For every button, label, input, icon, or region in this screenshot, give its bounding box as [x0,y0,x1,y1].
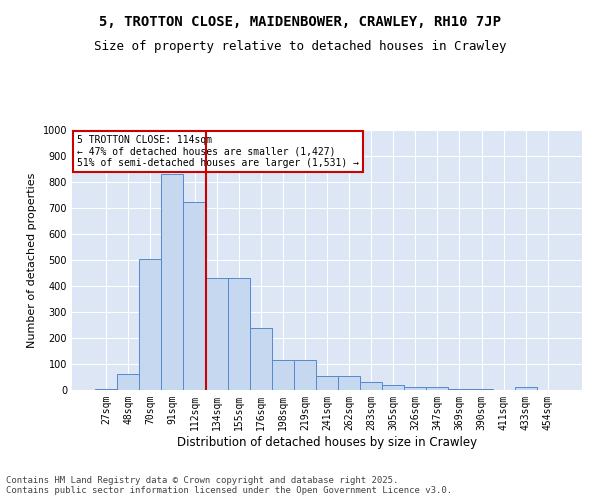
Bar [184,202,206,390]
Bar [448,388,470,390]
Text: Contains HM Land Registry data © Crown copyright and database right 2025.
Contai: Contains HM Land Registry data © Crown c… [6,476,452,495]
Bar [427,388,448,390]
Bar [338,376,360,390]
Bar [139,258,161,390]
Bar [360,382,382,390]
Bar [470,388,493,390]
Bar [272,360,294,390]
X-axis label: Distribution of detached houses by size in Crawley: Distribution of detached houses by size … [177,436,477,448]
Bar [316,376,338,390]
Text: Size of property relative to detached houses in Crawley: Size of property relative to detached ho… [94,40,506,53]
Bar [206,278,227,390]
Bar [161,174,184,390]
Bar [382,385,404,390]
Bar [294,360,316,390]
Text: 5, TROTTON CLOSE, MAIDENBOWER, CRAWLEY, RH10 7JP: 5, TROTTON CLOSE, MAIDENBOWER, CRAWLEY, … [99,15,501,29]
Text: 5 TROTTON CLOSE: 114sqm
← 47% of detached houses are smaller (1,427)
51% of semi: 5 TROTTON CLOSE: 114sqm ← 47% of detache… [77,135,359,168]
Bar [250,328,272,390]
Bar [515,388,537,390]
Bar [227,278,250,390]
Bar [95,388,117,390]
Bar [117,374,139,390]
Bar [404,388,427,390]
Y-axis label: Number of detached properties: Number of detached properties [27,172,37,348]
